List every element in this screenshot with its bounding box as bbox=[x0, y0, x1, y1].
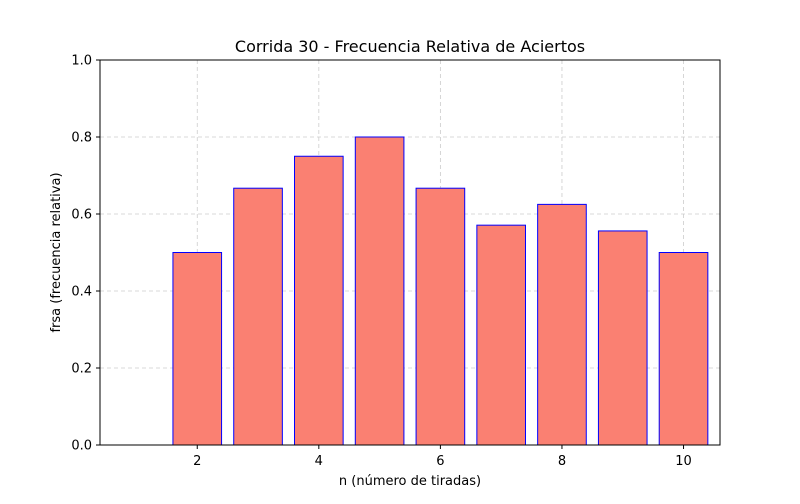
bar-3 bbox=[233, 187, 283, 446]
chart-title: Corrida 30 - Frecuencia Relativa de Acie… bbox=[235, 37, 585, 56]
y-tick-label: 1.0 bbox=[71, 54, 92, 69]
bar-6 bbox=[415, 187, 466, 446]
y-axis-label: frsa (frecuencia relativa) bbox=[49, 172, 64, 332]
y-tick-label: 0.4 bbox=[71, 285, 92, 300]
plot-frame bbox=[99, 59, 721, 446]
bar-4 bbox=[294, 155, 344, 446]
y-tick-label: 0.6 bbox=[71, 208, 92, 223]
bar-5 bbox=[354, 136, 405, 446]
y-tick-label: 0.8 bbox=[71, 131, 92, 146]
bar-8 bbox=[537, 203, 587, 446]
x-tick-label: 8 bbox=[558, 454, 566, 469]
x-axis-ticks: 2 4 6 8 10 bbox=[193, 445, 692, 469]
x-tick-label: 10 bbox=[675, 454, 692, 469]
bar-7 bbox=[476, 224, 526, 446]
y-axis-ticks: 0.0 0.2 0.4 0.6 0.8 1.0 bbox=[71, 54, 100, 454]
x-axis-label: n (número de tiradas) bbox=[339, 474, 481, 489]
bar-2 bbox=[172, 252, 223, 446]
y-tick-label: 0.2 bbox=[71, 362, 92, 377]
x-tick-label: 2 bbox=[193, 454, 201, 469]
x-tick-label: 6 bbox=[436, 454, 444, 469]
y-tick-label: 0.0 bbox=[71, 439, 92, 454]
bar-10 bbox=[658, 252, 709, 446]
bars bbox=[172, 136, 709, 446]
x-tick-label: 4 bbox=[315, 454, 323, 469]
bar-9 bbox=[597, 230, 648, 446]
